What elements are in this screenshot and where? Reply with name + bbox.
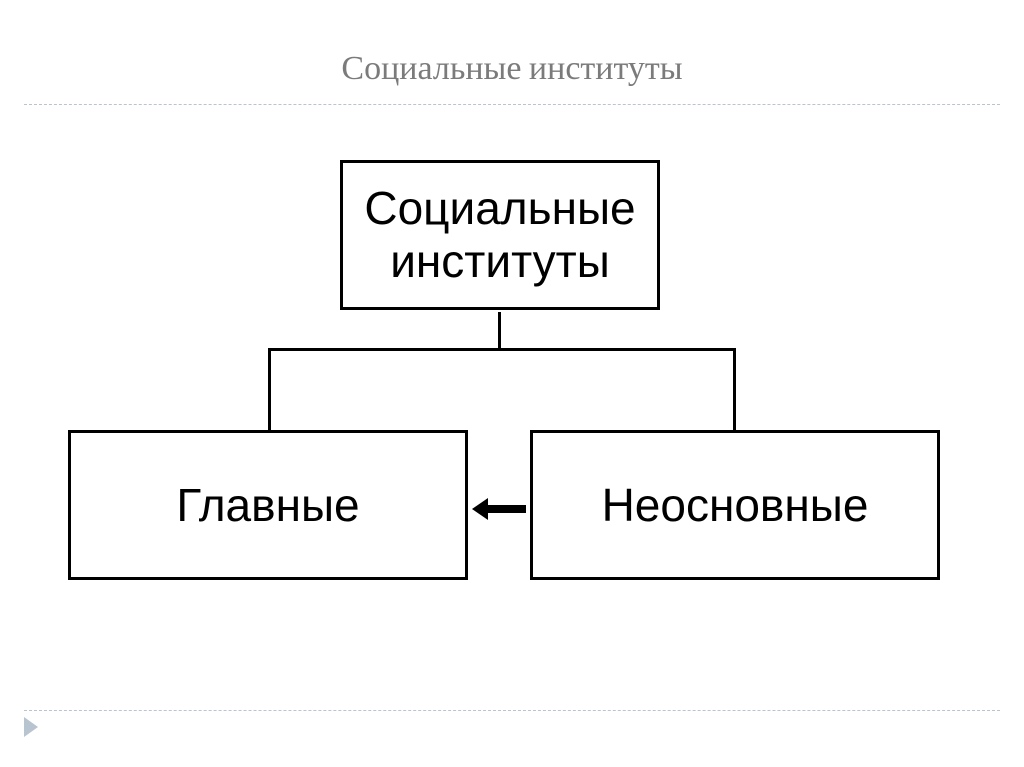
arrow-shaft (484, 505, 526, 513)
node-left: Главные (68, 430, 468, 580)
connector-right-stem (733, 348, 736, 430)
arrow-right-to-left (472, 498, 526, 520)
node-right-label: Неосновные (602, 479, 869, 532)
hierarchy-diagram: Социальные институты Главные Неосновные (0, 140, 1024, 640)
connector-root-stem (498, 312, 501, 348)
divider-bottom (24, 710, 1000, 711)
page-marker-icon (24, 717, 38, 737)
connector-left-stem (268, 348, 271, 430)
connector-horizontal (268, 348, 736, 351)
node-left-label: Главные (176, 479, 359, 532)
slide-title: Социальные институты (0, 48, 1024, 88)
node-root: Социальные институты (340, 160, 660, 310)
node-right: Неосновные (530, 430, 940, 580)
divider-top (24, 104, 1000, 105)
node-root-label: Социальные институты (343, 182, 657, 288)
